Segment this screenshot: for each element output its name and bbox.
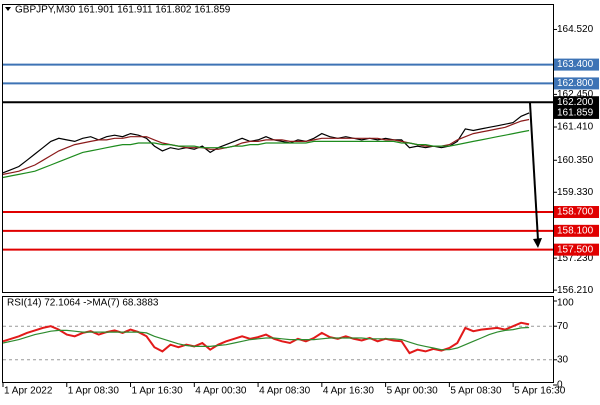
- symbol-header: GBPJPY,M30 161.901 161.911 161.802 161.8…: [15, 5, 231, 16]
- rsi-header: RSI(14) 72.1064 ->MA(7) 68.3883: [7, 298, 159, 309]
- series-line: [2, 118, 530, 175]
- series-line: [2, 321, 530, 355]
- x-tick-label: 5 Apr 00:30: [387, 386, 439, 397]
- level-label: 163.400: [557, 59, 594, 70]
- level-label: 158.700: [557, 207, 594, 218]
- x-tick-label: 1 Apr 08:30: [68, 386, 120, 397]
- y-tick-label: 30: [557, 354, 569, 365]
- series-line: [2, 112, 530, 174]
- y-tick-label: 160.350: [557, 155, 594, 166]
- series-line: [2, 326, 530, 351]
- y-tick-label: 100: [557, 298, 574, 309]
- y-tick-label: 156.210: [557, 285, 594, 296]
- x-tick-label: 1 Apr 16:30: [132, 386, 184, 397]
- level-label: 157.500: [557, 244, 594, 255]
- y-tick-label: 161.410: [557, 122, 594, 133]
- y-tick-label: 70: [557, 321, 569, 332]
- rsi-panel: [2, 296, 554, 383]
- x-tick-label: 4 Apr 00:30: [195, 386, 247, 397]
- x-tick-label: 5 Apr 08:30: [450, 386, 502, 397]
- y-tick-label: 164.520: [557, 24, 594, 35]
- price-tag: [554, 106, 599, 119]
- series-line: [2, 129, 530, 179]
- x-tick-label: 1 Apr 2022: [4, 386, 53, 397]
- price-label: 161.859: [557, 108, 594, 119]
- y-tick-label: 159.330: [557, 187, 594, 198]
- x-tick-label: 4 Apr 08:30: [259, 386, 311, 397]
- arrow-head: [533, 238, 542, 248]
- main-panel: [2, 4, 554, 293]
- level-tag: [554, 206, 599, 219]
- forecast-arrow: [529, 102, 539, 241]
- y-tick-label: 157.230: [557, 253, 594, 264]
- x-tick-label: 5 Apr 16:30: [514, 386, 566, 397]
- x-tick-label: 4 Apr 16:30: [323, 386, 375, 397]
- level-label: 162.800: [557, 78, 594, 89]
- level-label: 162.200: [557, 97, 594, 108]
- level-tag: [554, 243, 599, 256]
- level-tag: [554, 58, 599, 71]
- collapse-icon[interactable]: [5, 7, 11, 11]
- level-tag: [554, 77, 599, 90]
- level-label: 158.100: [557, 225, 594, 236]
- level-tag: [554, 224, 599, 237]
- y-tick-label: 162.450: [557, 89, 594, 100]
- y-tick-label: 0: [557, 380, 563, 391]
- level-tag: [554, 96, 599, 109]
